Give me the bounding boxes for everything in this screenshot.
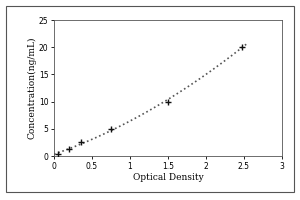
X-axis label: Optical Density: Optical Density	[133, 173, 203, 182]
Y-axis label: Concentration(ng/mL): Concentration(ng/mL)	[27, 37, 36, 139]
